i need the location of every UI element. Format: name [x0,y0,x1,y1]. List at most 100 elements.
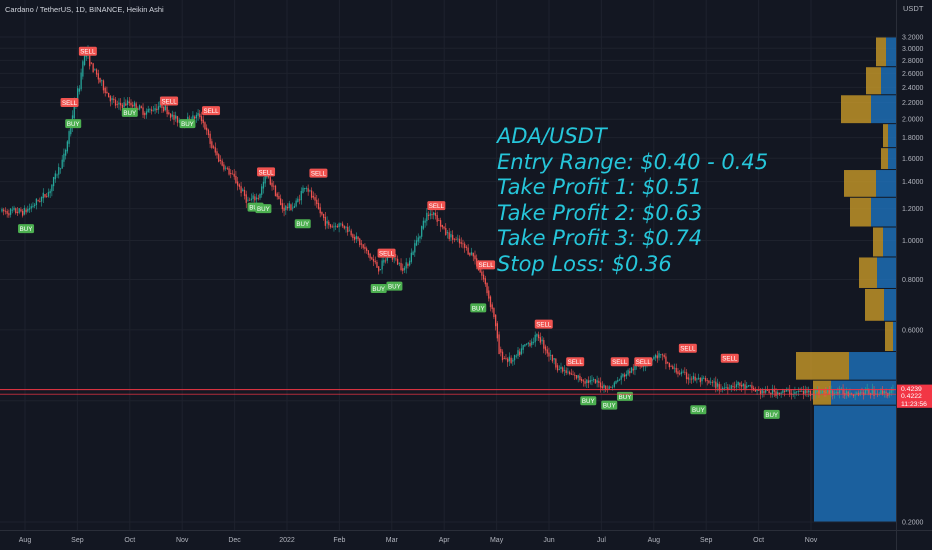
candle-body [804,389,806,394]
candle-body [149,109,151,111]
svg-text:BUY: BUY [257,206,270,213]
candle-body [570,373,572,375]
candle-body [145,111,148,115]
annotation-line-tp2: Take Profit 2: $0.63 [497,200,703,225]
candle-body [770,392,772,395]
candle-body [56,174,58,176]
candle-body [156,108,158,111]
candle-body [395,258,397,260]
y-tick-label: 1.0000 [902,238,924,245]
candle-body [627,370,629,375]
candle-body [546,349,548,354]
candle-body [223,164,225,170]
vp-bar-gold [844,170,876,197]
candle-body [355,235,357,240]
candle-body [551,355,554,362]
candle-body [622,374,624,377]
svg-text:BUY: BUY [296,221,309,228]
candle-body [46,196,48,197]
candle-body [360,243,363,245]
candle-body [620,375,622,380]
candle-body [765,389,767,393]
svg-text:BUY: BUY [372,286,385,293]
candle-body [539,337,542,343]
candle-body [47,192,50,197]
svg-text:BUY: BUY [692,407,705,414]
candle-body [598,380,600,384]
candle-body [383,259,385,263]
candle-body [476,258,478,267]
candle-body [842,388,844,395]
candle-body [525,343,528,345]
candle-body [214,147,216,153]
candle-body [883,391,886,394]
candle-body [347,226,349,233]
candle-body [197,113,199,116]
candle-body [193,116,196,119]
candle-body [15,208,17,214]
candle-body [482,274,485,280]
candle-body [403,267,406,271]
svg-text:SELL: SELL [636,359,652,366]
svg-text:0.4222: 0.4222 [901,393,922,400]
candle-body [173,115,175,120]
candle-body [837,392,839,394]
candle-body [89,51,91,67]
candle-body [51,184,53,192]
time-axis[interactable]: Aug Sep Oct Nov Dec 2022 Feb Mar Apr May Jun Jul Aug… [19,537,818,544]
buy-signal-label: BUY [763,409,780,419]
sell-signal-label: SELL [678,343,697,353]
candle-body [666,362,669,363]
candle-body [493,307,495,318]
vp-bar-gold [885,321,893,352]
candle-body [856,392,858,395]
candle-body [630,367,633,373]
candle-body [178,120,180,122]
svg-text:BUY: BUY [472,305,485,312]
candle-body [794,391,796,395]
vp-bar-gold [841,95,871,124]
candle-body [40,197,43,202]
vp-bar-blue [888,148,896,170]
candle-body [309,190,311,192]
candle-body [782,390,784,393]
candle-body [737,381,739,385]
candle-body [341,223,344,227]
candle-body [371,257,373,260]
y-tick-label: 0.2000 [902,520,924,527]
candle-body [78,88,81,92]
candle-body [125,103,127,106]
candle-body [438,220,440,221]
candle-body [799,391,801,393]
candle-body [94,69,96,71]
candle-body [345,226,347,228]
y-tick-label: 3.2000 [902,35,924,42]
trade-annotation: ADA/USDT Entry Range: $0.40 - 0.45 Take … [497,124,768,278]
candle-body [582,380,585,382]
candle-body [670,366,672,367]
candle-body [61,159,63,169]
candle-body [575,375,578,379]
candle-body [333,226,335,228]
candle-body [613,382,615,387]
x-tick-label: Nov [176,537,189,544]
y-tick-label: 2.0000 [902,117,924,124]
candle-body [625,374,628,377]
candle-body [835,391,837,394]
vp-bar-blue [883,227,896,257]
candle-body [885,391,887,394]
candle-body [859,391,861,395]
candle-body [682,371,684,373]
candle-body [199,113,201,118]
candle-body [271,182,273,187]
sell-signal-label: SELL [377,248,396,258]
candle-body [713,381,715,383]
candle-body [417,237,419,242]
candle-body [297,198,299,202]
candle-body [211,141,213,148]
candle-body [206,127,208,131]
y-tick-label: 2.4000 [902,85,924,92]
candle-body [828,389,830,395]
vp-bar-gold [865,288,884,321]
